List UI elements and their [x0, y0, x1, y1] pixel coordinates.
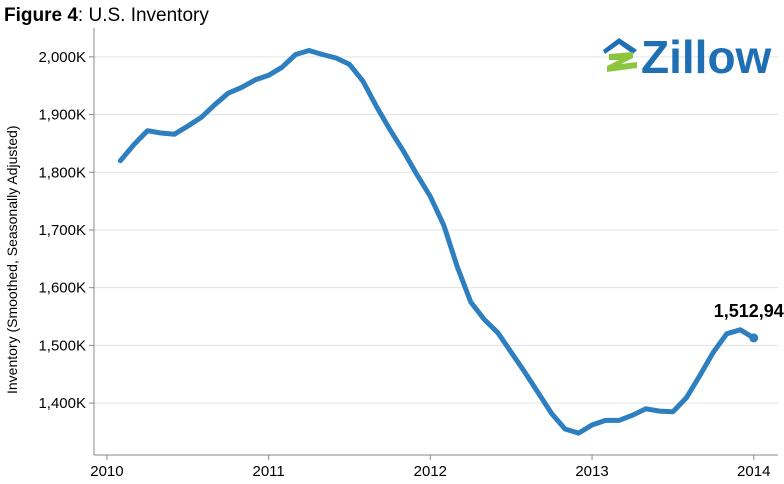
last-value-marker: [749, 333, 759, 343]
figure-title: Figure 4: U.S. Inventory: [4, 5, 209, 27]
series-layer: [117, 48, 759, 436]
x-tick-label: 2014: [737, 463, 770, 480]
x-tick-label: 2010: [90, 463, 123, 480]
y-tick-label: 1,700K: [38, 222, 86, 239]
figure-title-text: U.S. Inventory: [88, 5, 209, 26]
figure-title-separator: :: [77, 5, 89, 26]
last-value-label: 1,512,949: [714, 301, 784, 321]
y-tick-label: 1,900K: [38, 107, 86, 124]
zillow-house-z-icon: [603, 38, 637, 72]
axes: [89, 28, 778, 460]
y-tick-label: 1,400K: [38, 395, 86, 412]
y-tick-label: 2,000K: [38, 49, 86, 66]
inventory-series-line: [117, 48, 757, 436]
figure-label: Figure 4: [4, 5, 78, 26]
y-tick-label: 1,600K: [38, 280, 86, 297]
x-tick-label: 2012: [414, 463, 447, 480]
zillow-logo: Zillow: [603, 31, 772, 83]
x-tick-label: 2013: [575, 463, 608, 480]
zillow-logo-text: Zillow: [641, 31, 772, 83]
tick-labels: 1,400K 1,500K 1,600K 1,700K 1,800K 1,900K 2,00…: [38, 49, 784, 480]
x-tick-label: 2011: [253, 463, 285, 480]
y-tick-label: 1,800K: [38, 164, 86, 181]
y-tick-label: 1,500K: [38, 337, 86, 354]
gridlines: [94, 56, 778, 404]
